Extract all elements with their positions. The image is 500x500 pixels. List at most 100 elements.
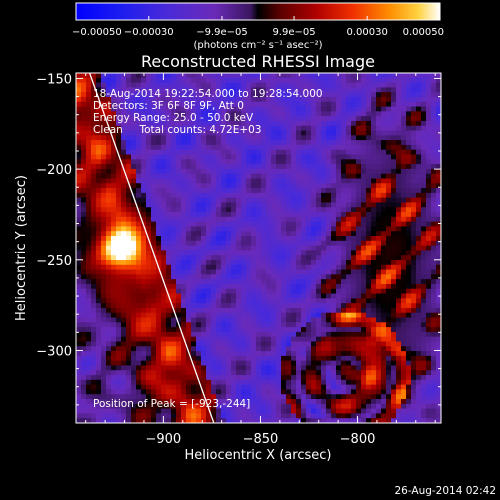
heatmap-cell: [241, 197, 247, 204]
heatmap-cell: [436, 216, 441, 223]
heatmap-cell: [166, 379, 172, 386]
heatmap-cell: [331, 245, 337, 251]
heatmap-cell: [266, 188, 272, 194]
heatmap-cell: [401, 216, 407, 223]
heatmap-cell: [401, 111, 407, 117]
heatmap-cell: [301, 135, 307, 141]
heatmap-cell: [201, 183, 207, 189]
heatmap-cell: [431, 130, 437, 136]
heatmap-cell: [211, 154, 217, 160]
heatmap-cell: [171, 365, 177, 371]
heatmap-cell: [241, 178, 247, 184]
heatmap-cell: [226, 101, 232, 108]
heatmap-cell: [106, 279, 112, 285]
heatmap-cell: [336, 216, 342, 223]
heatmap-cell: [301, 116, 307, 122]
heatmap-cell: [131, 370, 137, 376]
heatmap-cell: [301, 73, 307, 79]
heatmap-cell: [371, 101, 377, 108]
heatmap-cell: [131, 331, 137, 338]
heatmap-cell: [251, 288, 257, 295]
heatmap-cell: [81, 125, 87, 132]
heatmap-cell: [126, 389, 132, 395]
heatmap-cell: [341, 116, 347, 122]
heatmap-cell: [336, 116, 342, 122]
heatmap-cell: [261, 370, 267, 376]
heatmap-cell: [401, 283, 407, 290]
heatmap-cell: [361, 101, 367, 108]
heatmap-cell: [191, 226, 197, 232]
heatmap-cell: [416, 120, 422, 127]
heatmap-cell: [96, 183, 102, 189]
heatmap-cell: [276, 236, 282, 242]
heatmap-cell: [296, 360, 302, 367]
heatmap-cell: [141, 303, 147, 309]
heatmap-cell: [221, 120, 227, 127]
heatmap-cell: [316, 173, 322, 180]
heatmap-cell: [76, 322, 82, 328]
heatmap-cell: [251, 274, 257, 280]
heatmap-cell: [276, 111, 282, 117]
heatmap-cell: [261, 106, 267, 112]
heatmap-cell: [261, 379, 267, 386]
heatmap-cell: [386, 360, 392, 367]
heatmap-cell: [191, 116, 197, 122]
heatmap-cell: [191, 355, 197, 362]
heatmap-cell: [256, 274, 262, 280]
heatmap-cell: [396, 250, 402, 256]
heatmap-cell: [216, 77, 222, 84]
heatmap-cell: [426, 293, 432, 299]
heatmap-cell: [306, 236, 312, 242]
heatmap-cell: [196, 116, 202, 122]
heatmap-cell: [306, 92, 312, 98]
heatmap-cell: [291, 144, 297, 151]
heatmap-cell: [206, 192, 212, 199]
heatmap-cell: [326, 355, 332, 362]
heatmap-cell: [106, 73, 112, 79]
heatmap-cell: [366, 259, 372, 266]
heatmap-cell: [186, 331, 192, 338]
heatmap-cell: [256, 178, 262, 184]
heatmap-cell: [386, 212, 392, 218]
heatmap-cell: [276, 221, 282, 228]
heatmap-cell: [206, 92, 212, 98]
heatmap-cell: [116, 341, 122, 347]
heatmap-cell: [151, 140, 157, 146]
heatmap-cell: [186, 221, 192, 228]
heatmap-cell: [376, 322, 382, 328]
heatmap-cell: [266, 264, 272, 271]
heatmap-cell: [396, 188, 402, 194]
heatmap-cell: [351, 379, 357, 386]
heatmap-cell: [296, 168, 302, 175]
heatmap-cell: [121, 212, 127, 218]
heatmap-cell: [201, 312, 207, 319]
heatmap-cell: [361, 327, 367, 333]
heatmap-cell: [201, 106, 207, 112]
heatmap-cell: [331, 149, 337, 156]
heatmap-cell: [371, 144, 377, 151]
heatmap-cell: [366, 279, 372, 285]
heatmap-cell: [146, 307, 152, 314]
heatmap-cell: [231, 221, 237, 228]
heatmap-cell: [226, 274, 232, 280]
heatmap-cell: [151, 92, 157, 98]
heatmap-cell: [231, 255, 237, 261]
heatmap-cell: [166, 375, 172, 381]
heatmap-cell: [346, 279, 352, 285]
heatmap-cell: [146, 331, 152, 338]
heatmap-cell: [136, 101, 142, 108]
heatmap-cell: [391, 264, 397, 271]
heatmap-cell: [406, 250, 412, 256]
heatmap-cell: [191, 106, 197, 112]
heatmap-cell: [151, 240, 157, 247]
heatmap-cell: [421, 144, 427, 151]
heatmap-cell: [206, 317, 212, 323]
heatmap-cell: [246, 317, 252, 323]
heatmap-cell: [101, 192, 107, 199]
heatmap-cell: [186, 178, 192, 184]
heatmap-cell: [151, 264, 157, 271]
heatmap-cell: [341, 245, 347, 251]
heatmap-cell: [286, 202, 292, 208]
heatmap-cell: [351, 130, 357, 136]
heatmap-cell: [276, 197, 282, 204]
